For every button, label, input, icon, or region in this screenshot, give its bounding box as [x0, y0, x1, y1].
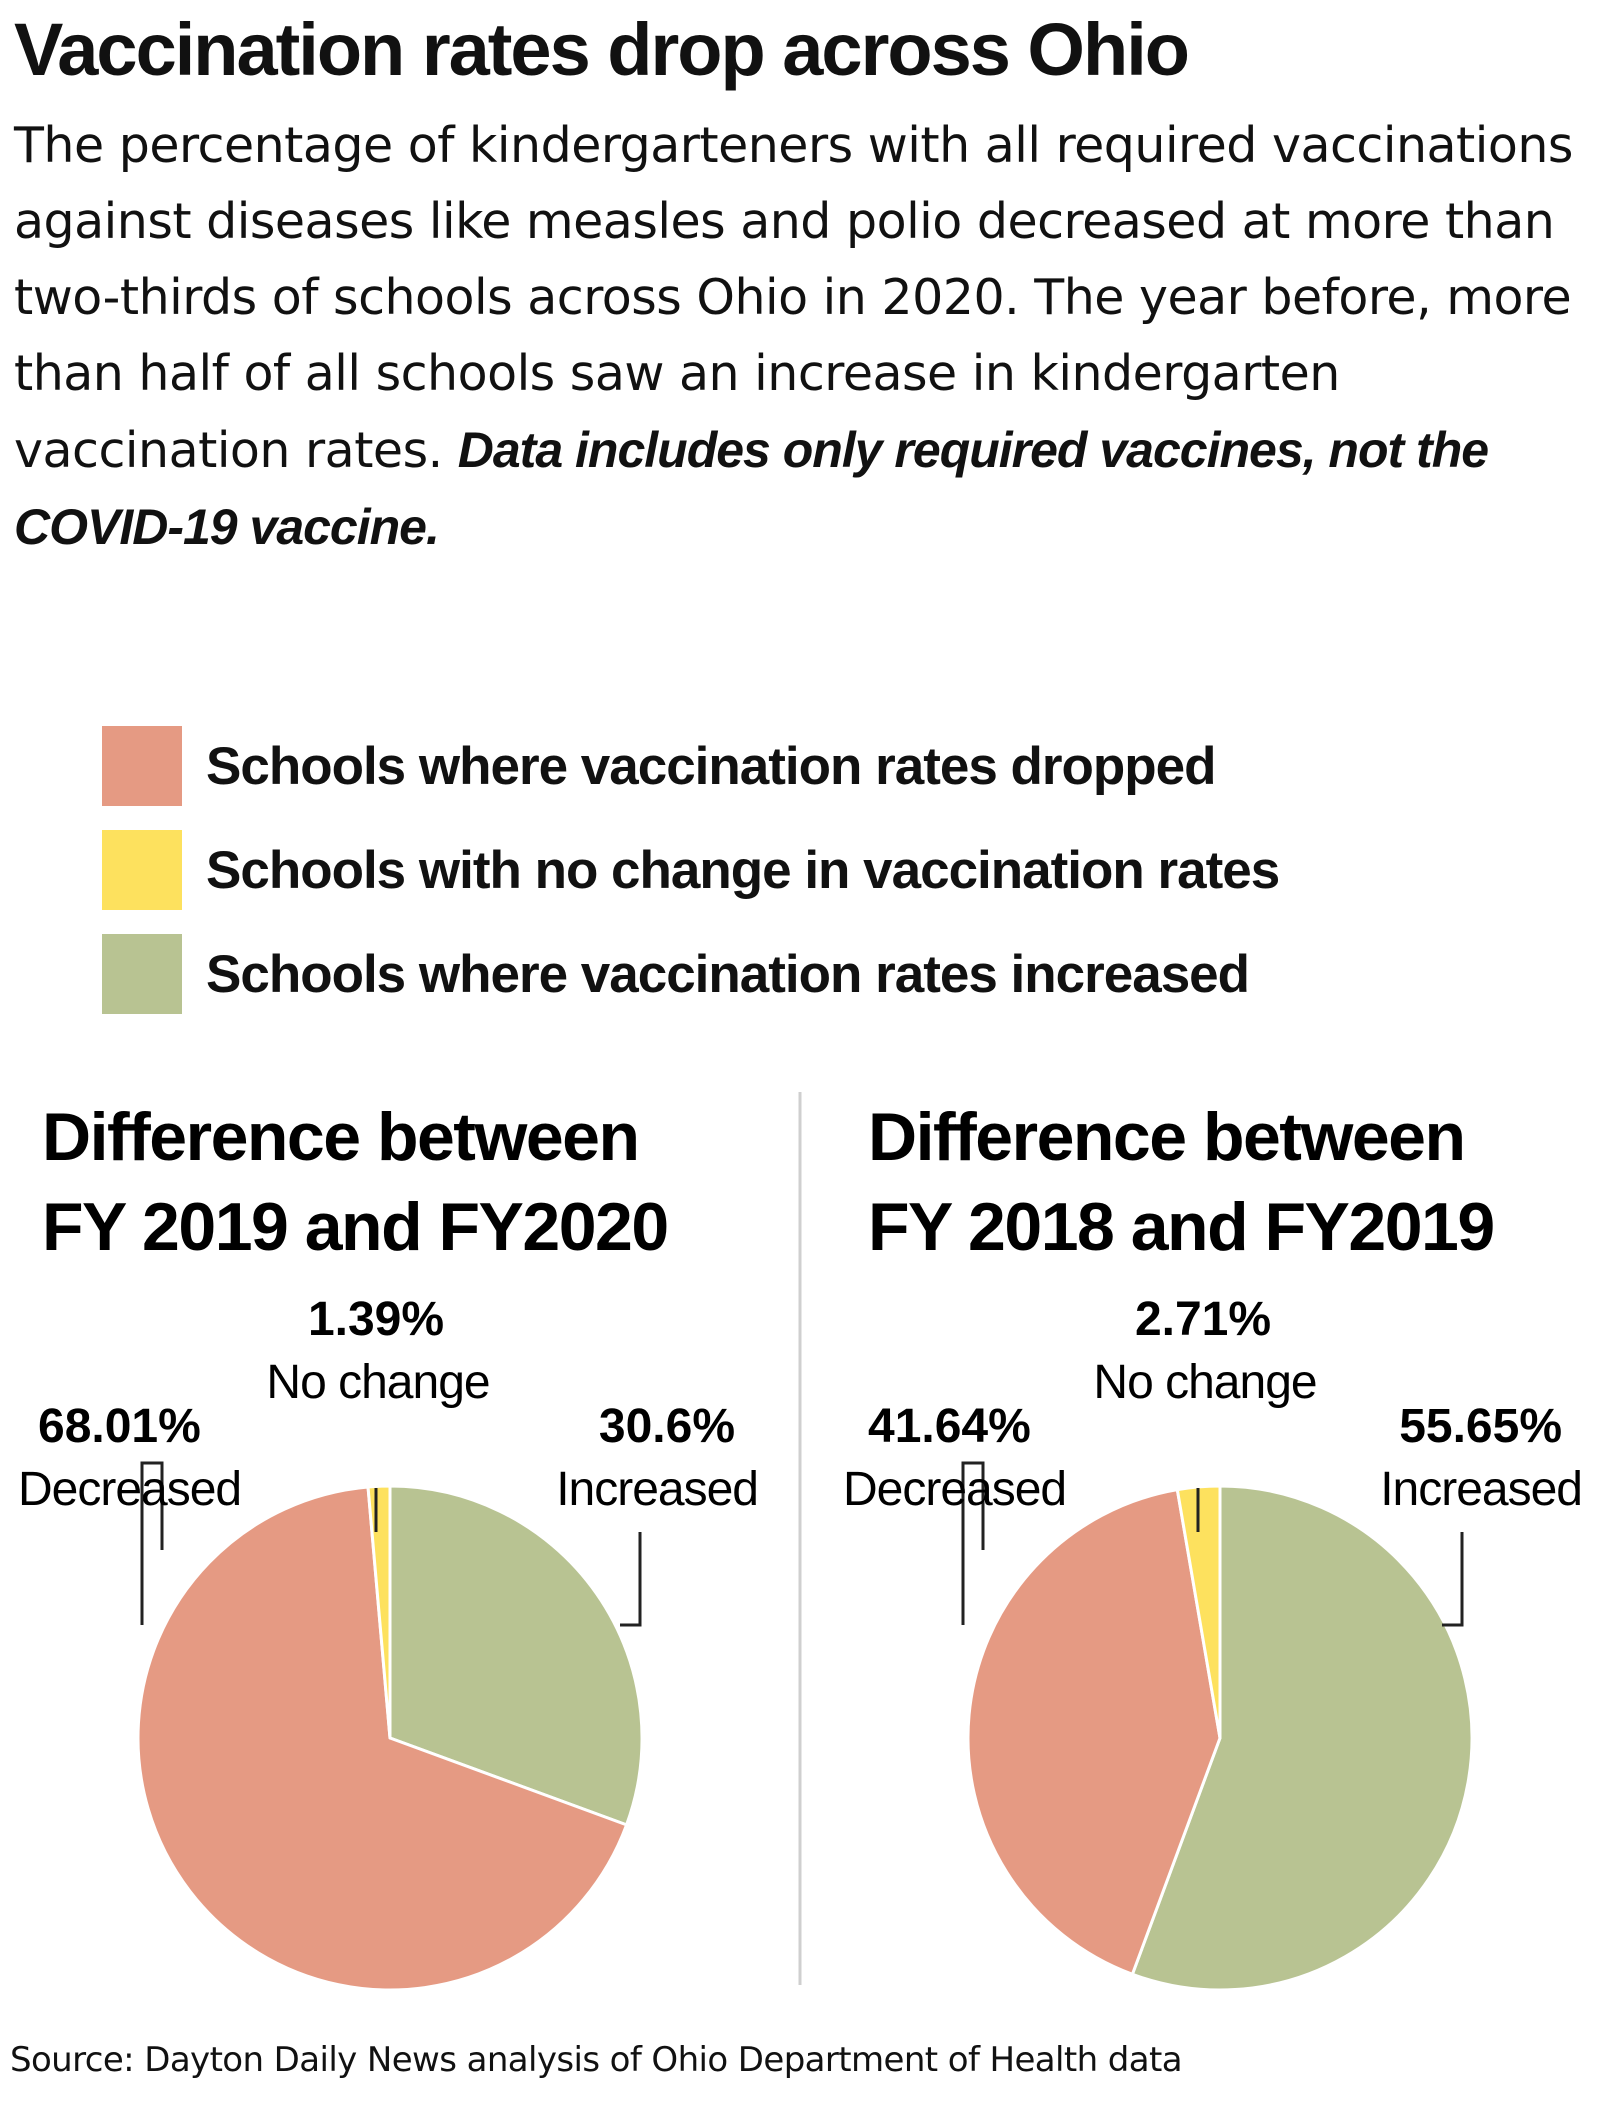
chart-title-line-2: FY 2018 and FY2019 [868, 1189, 1494, 1265]
slice-pct-label-decreased: 41.64% [868, 1400, 1031, 1453]
legend-label-increased: Schools where vaccination rates increase… [206, 944, 1250, 1004]
slice-name-label-decreased: Decreased [18, 1463, 241, 1516]
legend-swatch-no-change [102, 830, 182, 910]
slice-name-label-no-change: No change [1093, 1356, 1316, 1409]
legend: Schools where vaccination rates dropped … [102, 726, 1280, 1039]
slice-pct-label-decreased: 68.01% [38, 1400, 201, 1453]
leader-line-decreased [140, 1461, 164, 1625]
page-title: Vaccination rates drop across Ohio [14, 8, 1190, 91]
chart-title-line-1: Difference between [42, 1099, 639, 1175]
chart-title-line-1: Difference between [868, 1099, 1465, 1175]
slice-pct-label-no-change: 1.39% [308, 1293, 444, 1346]
slice-pct-label-no-change: 2.71% [1135, 1293, 1271, 1346]
pie-slices [966, 1484, 1474, 1992]
slice-pct-label-increased: 55.65% [1399, 1400, 1562, 1453]
legend-swatch-dropped [102, 726, 182, 806]
pie-chart-fy2019-fy2020: Difference between FY 2019 and FY2020 68… [18, 1099, 759, 1992]
slice-pct-label-increased: 30.6% [599, 1400, 735, 1453]
pie-chart-fy2018-fy2019: Difference between FY 2018 and FY2019 41… [843, 1099, 1583, 1992]
legend-item-increased: Schools where vaccination rates increase… [102, 934, 1279, 1014]
pie-slice-increased [388, 1484, 644, 1827]
subtitle: The percentage of kindergarteners with a… [14, 108, 1574, 566]
slice-name-label-decreased: Decreased [843, 1463, 1066, 1516]
slice-name-label-no-change: No change [266, 1356, 489, 1409]
legend-label-dropped: Schools where vaccination rates dropped [206, 736, 1217, 796]
leader-line-decreased [961, 1461, 985, 1625]
pie-slice-no-change [366, 1484, 392, 1740]
leader-line-increased [620, 1532, 642, 1627]
chart-title-line-2: FY 2019 and FY2020 [42, 1189, 668, 1265]
legend-item-dropped: Schools where vaccination rates dropped [102, 726, 1279, 806]
legend-label-no-change: Schools with no change in vaccination ra… [206, 840, 1280, 900]
leader-line-increased [1442, 1532, 1464, 1627]
subtitle-note: Data includes only required vaccines, no… [14, 422, 1489, 555]
slice-name-label-increased: Increased [556, 1463, 758, 1516]
legend-swatch-increased [102, 934, 182, 1014]
pie-slice-no-change [1175, 1484, 1222, 1740]
pie-slice-decreased [966, 1488, 1222, 1976]
pie-slices [136, 1484, 644, 1992]
pie-slice-increased [1130, 1484, 1474, 1992]
source-note: Source: Dayton Daily News analysis of Oh… [10, 2040, 1183, 2080]
subtitle-text: The percentage of kindergarteners with a… [14, 117, 1573, 479]
pie-slice-decreased [136, 1485, 629, 1992]
slice-name-label-increased: Increased [1380, 1463, 1582, 1516]
legend-item-no-change: Schools with no change in vaccination ra… [102, 830, 1280, 910]
